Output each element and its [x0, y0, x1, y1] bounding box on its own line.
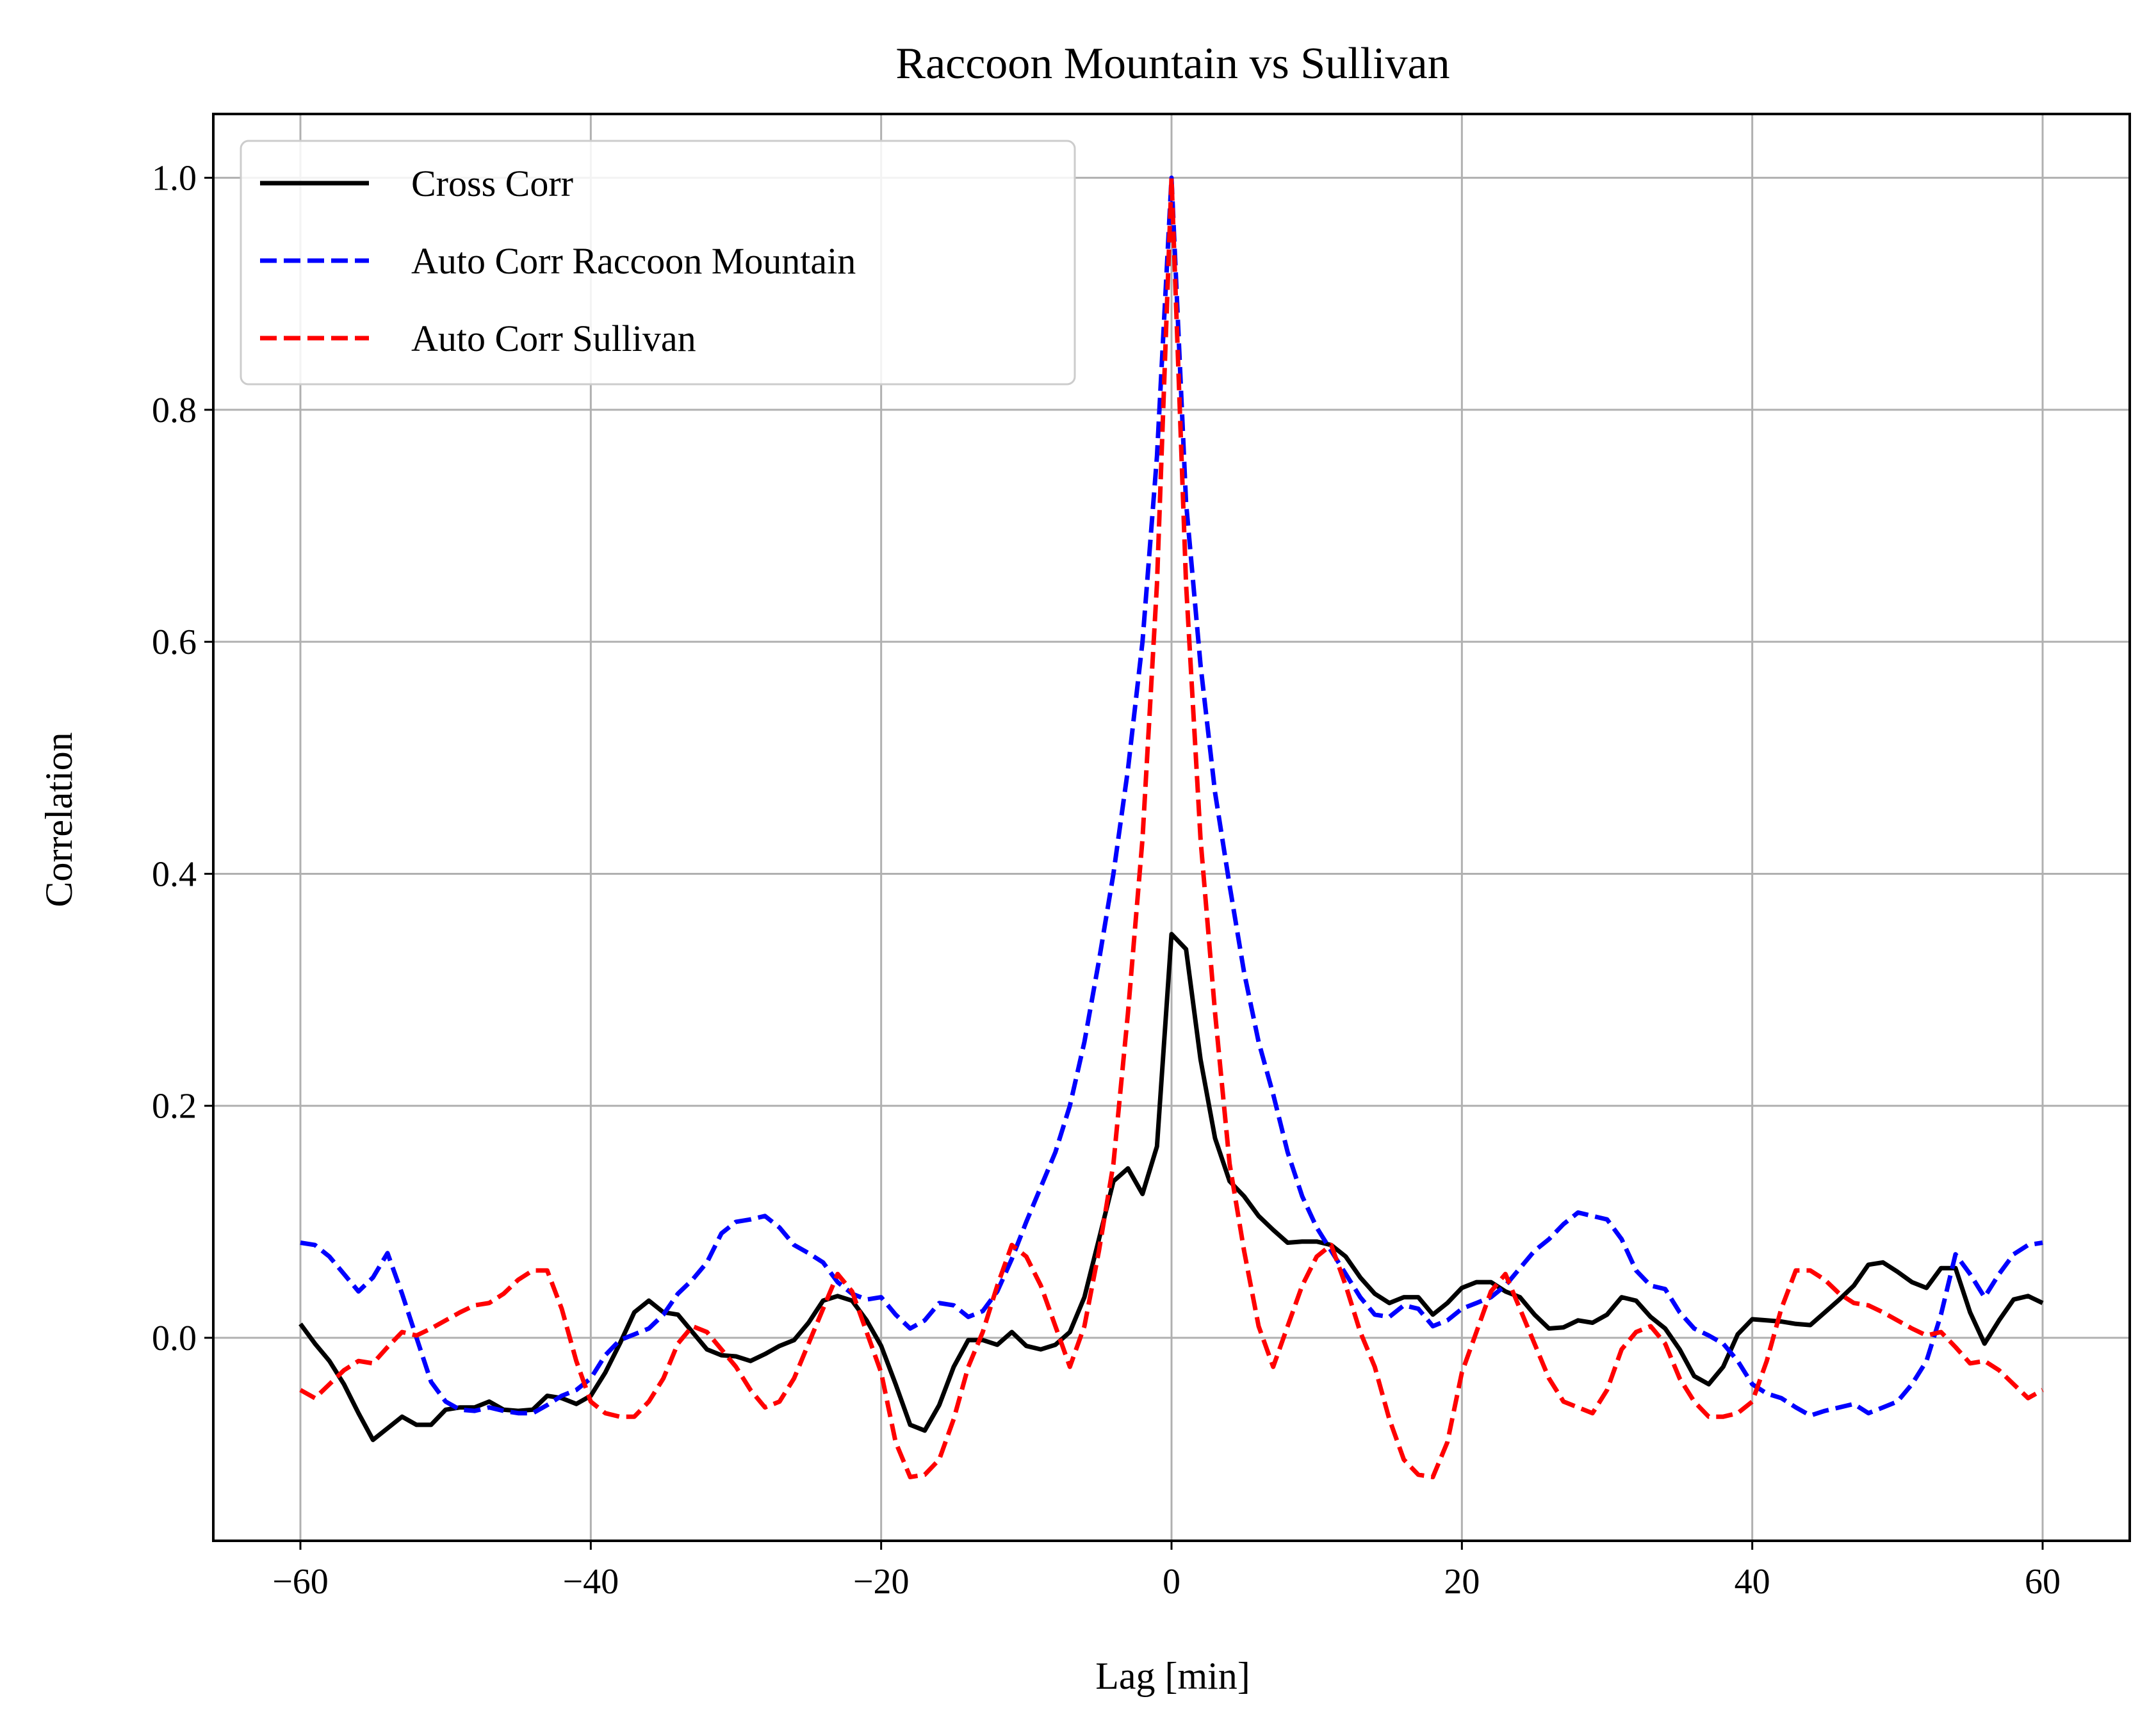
legend-label: Cross Corr	[411, 163, 573, 204]
y-tick-label: 0.4	[152, 854, 197, 894]
x-tick-label: 20	[1444, 1562, 1480, 1602]
axis-ticks: −60 −40 −20 0 20 40 60 0.0 0.2 0.4 0.6 0.8 1.0	[152, 159, 2061, 1602]
y-tick-label: 0.8	[152, 391, 197, 430]
y-tick-label: 0.0	[152, 1319, 197, 1358]
x-tick-label: −40	[563, 1562, 619, 1602]
x-tick-label: −60	[272, 1562, 329, 1602]
x-tick-label: −20	[853, 1562, 910, 1602]
legend: Cross Corr Auto Corr Raccoon Mountain Auto…	[240, 140, 1076, 386]
legend-label: Auto Corr Raccoon Mountain	[411, 240, 856, 282]
series-line-3	[299, 175, 2044, 1479]
y-tick-label: 0.6	[152, 622, 197, 662]
series-lines	[298, 175, 2044, 1479]
legend-label: Auto Corr Sullivan	[411, 318, 696, 359]
x-tick-label: 40	[1735, 1562, 1770, 1602]
x-axis-label: Lag [min]	[1095, 1655, 1250, 1697]
chart-title: Raccoon Mountain vs Sullivan	[895, 39, 1450, 88]
x-tick-label: 60	[2025, 1562, 2061, 1602]
y-axis-label: Correlation	[38, 732, 80, 907]
x-tick-label: 0	[1163, 1562, 1180, 1602]
legend-box	[240, 140, 1076, 386]
y-tick-label: 1.0	[152, 159, 197, 199]
y-tick-label: 0.2	[152, 1087, 197, 1126]
series-line-2	[300, 175, 2043, 1418]
